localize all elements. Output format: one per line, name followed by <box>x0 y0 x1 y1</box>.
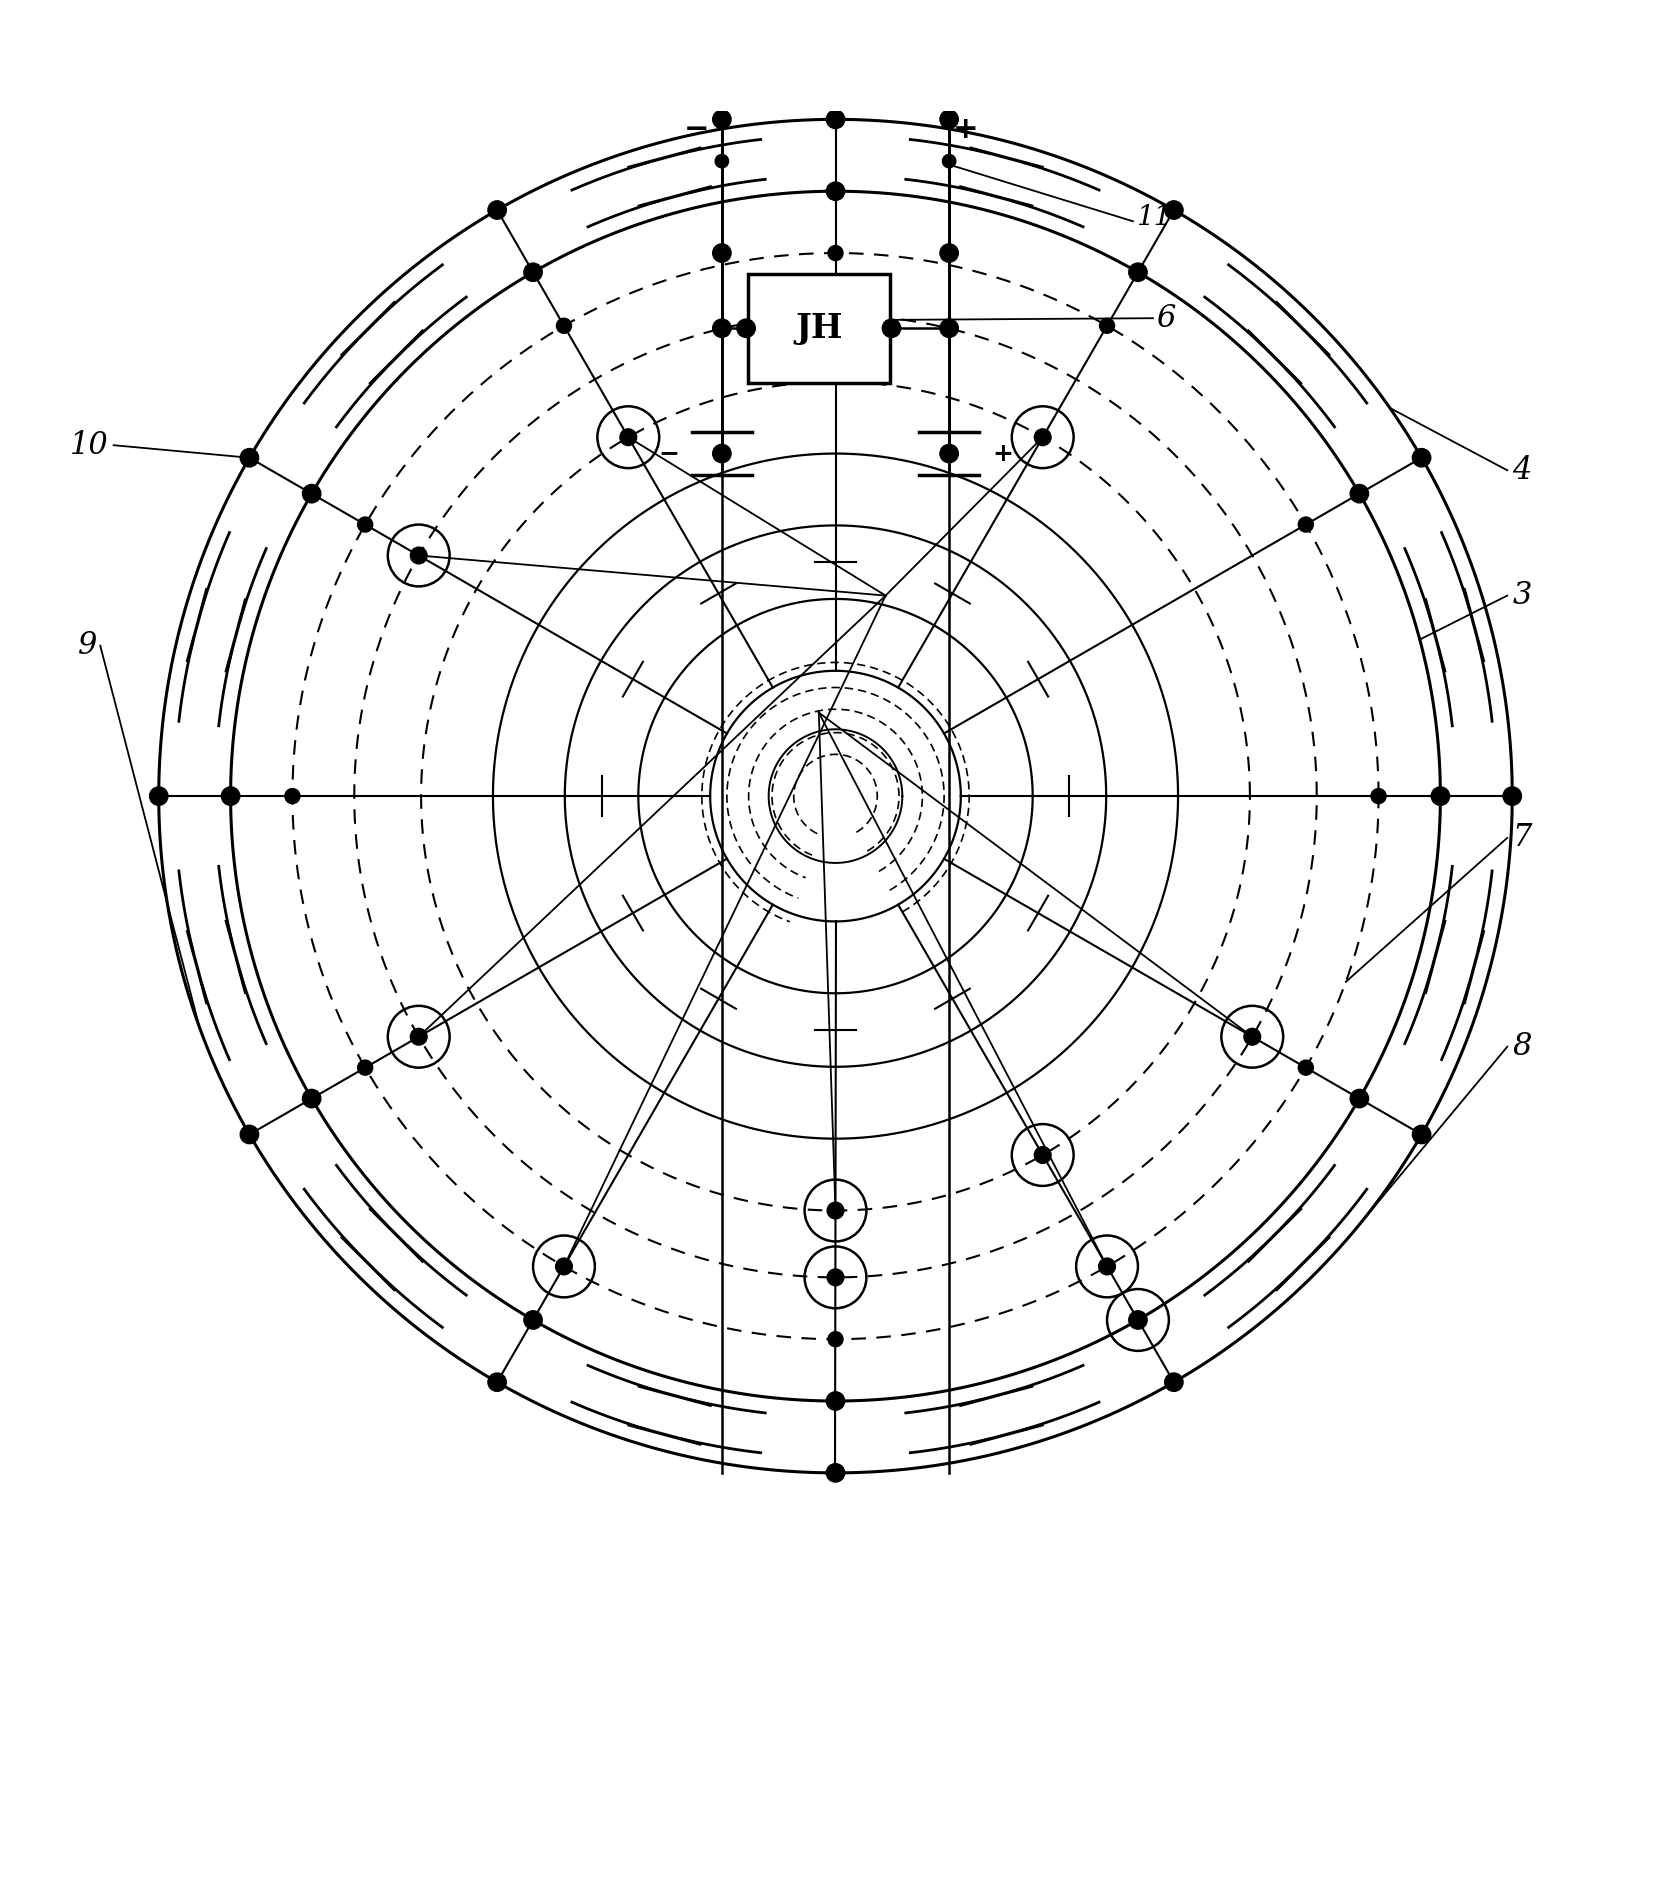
Circle shape <box>827 1202 844 1219</box>
Circle shape <box>411 1028 428 1045</box>
Text: 9: 9 <box>77 630 97 661</box>
Circle shape <box>825 1463 844 1482</box>
Circle shape <box>1430 787 1449 805</box>
Circle shape <box>1130 1312 1146 1329</box>
Text: 8: 8 <box>1512 1032 1532 1062</box>
Circle shape <box>1412 449 1430 468</box>
Circle shape <box>712 320 732 337</box>
Circle shape <box>825 1391 844 1410</box>
Circle shape <box>358 1060 373 1075</box>
Circle shape <box>1504 787 1521 805</box>
Circle shape <box>882 320 901 337</box>
Circle shape <box>1130 1310 1146 1329</box>
Circle shape <box>488 1372 506 1391</box>
Text: +: + <box>993 441 1013 466</box>
Circle shape <box>620 430 637 445</box>
Circle shape <box>825 110 846 129</box>
Circle shape <box>358 517 373 532</box>
Text: −: − <box>658 441 678 466</box>
Circle shape <box>1100 318 1115 333</box>
Circle shape <box>555 1259 571 1274</box>
Text: −: − <box>683 115 710 144</box>
Circle shape <box>1165 1372 1183 1391</box>
Circle shape <box>1165 201 1183 220</box>
Circle shape <box>241 449 259 468</box>
Text: +: + <box>952 115 979 144</box>
Circle shape <box>712 244 732 263</box>
Circle shape <box>829 246 842 261</box>
Circle shape <box>411 547 428 564</box>
Text: 4: 4 <box>1512 454 1532 487</box>
Text: 7: 7 <box>1512 822 1532 854</box>
Circle shape <box>1034 1147 1051 1164</box>
Circle shape <box>939 445 959 462</box>
Circle shape <box>827 1268 844 1285</box>
Text: 6: 6 <box>1156 303 1176 333</box>
Text: 10: 10 <box>70 430 109 460</box>
Circle shape <box>939 320 959 337</box>
Circle shape <box>1370 789 1385 805</box>
Circle shape <box>1298 517 1313 532</box>
Circle shape <box>942 155 956 168</box>
Circle shape <box>939 110 959 129</box>
Circle shape <box>1100 1259 1116 1274</box>
Circle shape <box>1350 485 1369 504</box>
Circle shape <box>149 787 167 805</box>
Circle shape <box>241 1124 259 1143</box>
Circle shape <box>302 485 321 504</box>
Circle shape <box>525 263 543 282</box>
FancyBboxPatch shape <box>749 274 889 382</box>
Circle shape <box>1100 1259 1115 1274</box>
Circle shape <box>302 1088 321 1107</box>
Circle shape <box>827 1331 842 1346</box>
Circle shape <box>712 110 732 129</box>
Circle shape <box>1350 1088 1369 1107</box>
Circle shape <box>737 320 755 337</box>
Circle shape <box>825 182 846 201</box>
Circle shape <box>1298 1060 1313 1075</box>
Circle shape <box>1243 1028 1260 1045</box>
Circle shape <box>715 155 729 168</box>
Circle shape <box>1034 430 1051 445</box>
Circle shape <box>221 787 241 805</box>
Circle shape <box>523 1310 541 1329</box>
Circle shape <box>556 1259 571 1274</box>
Circle shape <box>284 789 299 805</box>
Text: 11: 11 <box>1136 204 1171 231</box>
Text: 3: 3 <box>1512 579 1532 611</box>
Circle shape <box>1128 263 1146 282</box>
Circle shape <box>556 318 571 333</box>
Circle shape <box>1412 1124 1430 1143</box>
Text: JH: JH <box>795 312 842 345</box>
Circle shape <box>939 244 959 263</box>
Circle shape <box>488 201 506 220</box>
Circle shape <box>712 445 732 462</box>
